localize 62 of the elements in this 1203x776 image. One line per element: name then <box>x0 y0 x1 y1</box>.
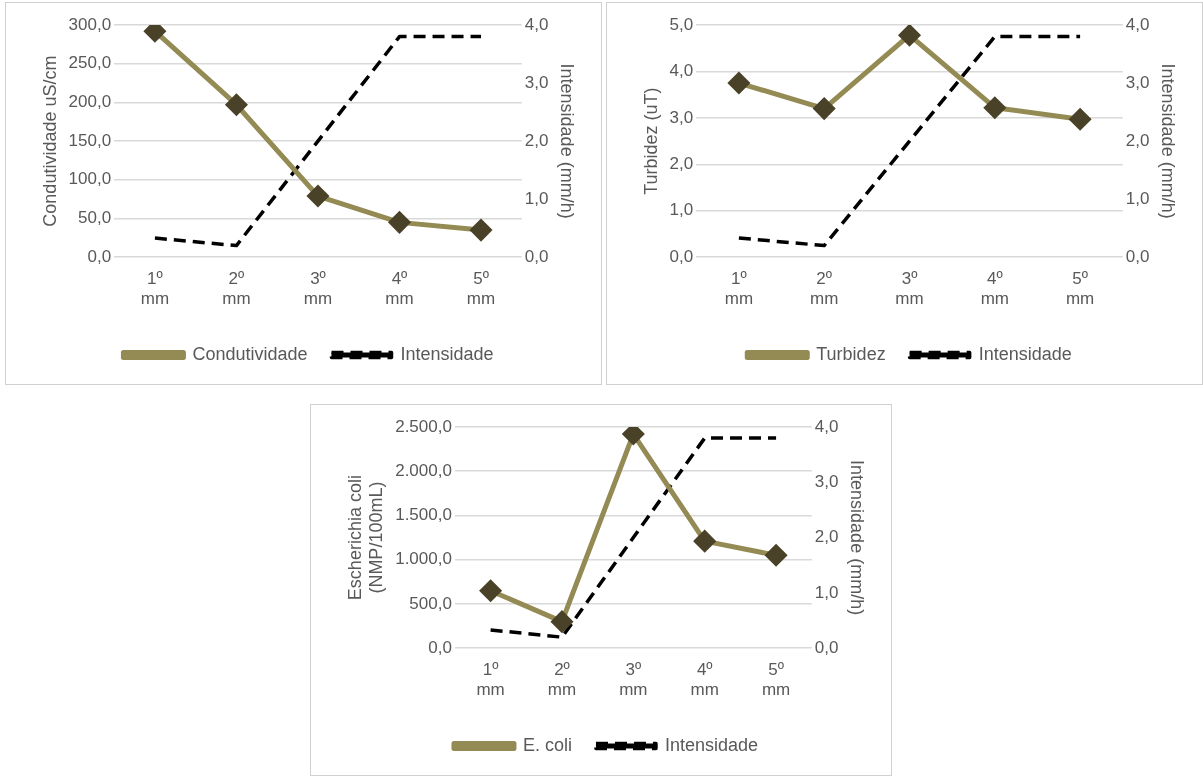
x-tick-label: 2º mm <box>810 269 839 309</box>
y2-tick-label: 2,0 <box>1125 130 1150 150</box>
y-axis-title: Condutividade uS/cm <box>39 55 60 227</box>
y-tick-label: 150,0 <box>68 130 112 150</box>
y-tick-label: 0,0 <box>669 246 694 266</box>
legend-label: Intensidade <box>664 734 759 755</box>
x-tick-label: 5º mm <box>466 269 496 309</box>
y-tick-label: 250,0 <box>68 53 112 73</box>
y2-tick-label: 1,0 <box>814 582 839 602</box>
x-tick-label: 1º mm <box>140 269 170 309</box>
y-tick-label: 2.000,0 <box>395 460 452 480</box>
y-tick-label: 100,0 <box>68 169 112 189</box>
y2-tick-label: 0,0 <box>524 246 549 266</box>
y2-tick-label: 2,0 <box>524 130 549 150</box>
x-tick-label: 5º mm <box>761 660 791 700</box>
x-tick-label: 2º mm <box>222 269 251 309</box>
y-tick-label: 2,0 <box>669 154 694 174</box>
y2-axis-title: Intensidade (mm/h) <box>557 63 578 219</box>
y2-tick-label: 3,0 <box>1125 72 1150 92</box>
y2-tick-label: 1,0 <box>524 188 549 208</box>
y-tick-label: 3,0 <box>669 107 694 127</box>
y-tick-label: 0,0 <box>87 246 112 266</box>
y-tick-label: 500,0 <box>409 593 452 613</box>
y2-tick-label: 3,0 <box>814 471 839 491</box>
x-tick-label: 3º mm <box>619 660 648 700</box>
x-tick-label: 1º mm <box>724 269 754 309</box>
x-tick-label: 4º mm <box>690 660 719 700</box>
legend-label: Intensidade <box>978 343 1072 364</box>
x-tick-label: 3º mm <box>895 269 924 309</box>
y-tick-label: 1,0 <box>669 200 694 220</box>
y2-tick-label: 1,0 <box>1125 188 1150 208</box>
x-tick-label: 4º mm <box>980 269 1009 309</box>
x-tick-label: 4º mm <box>385 269 414 309</box>
x-tick-label: 1º mm <box>476 660 505 700</box>
y-axis-title: Escherichia coli (NMP/100mL) <box>344 475 387 601</box>
x-tick-label: 5º mm <box>1065 269 1095 309</box>
y2-axis-title: Intensidade (mm/h) <box>1158 63 1179 219</box>
x-tick-label: 2º mm <box>547 660 577 700</box>
y2-tick-label: 0,0 <box>1125 246 1150 266</box>
line-series <box>737 34 1082 248</box>
y-tick-label: 300,0 <box>68 14 112 34</box>
y-tick-label: 50,0 <box>78 208 112 228</box>
y-tick-label: 200,0 <box>68 92 112 112</box>
legend-label: Turbidez <box>816 343 886 364</box>
y2-axis-title: Intensidade (mm/h) <box>847 460 868 616</box>
y2-tick-label: 0,0 <box>814 637 839 657</box>
y2-tick-label: 3,0 <box>524 72 549 92</box>
y2-tick-label: 4,0 <box>524 14 549 34</box>
y-tick-label: 2.500,0 <box>395 416 452 436</box>
y-tick-label: 5,0 <box>669 14 694 34</box>
y-tick-label: 1.000,0 <box>395 549 452 569</box>
x-tick-label: 3º mm <box>303 269 333 309</box>
legend-label: E. coli <box>522 734 572 755</box>
legend-label: Condutividade <box>192 343 308 364</box>
y2-tick-label: 4,0 <box>814 416 839 436</box>
legend-label: Intensidade <box>400 343 494 364</box>
y-tick-label: 4,0 <box>669 61 694 81</box>
y-tick-label: 0,0 <box>428 637 452 657</box>
y2-tick-label: 2,0 <box>814 527 839 547</box>
y-tick-label: 1.500,0 <box>395 505 452 525</box>
y-axis-title: Turbidez (uT) <box>640 87 661 195</box>
y2-tick-label: 4,0 <box>1125 14 1150 34</box>
